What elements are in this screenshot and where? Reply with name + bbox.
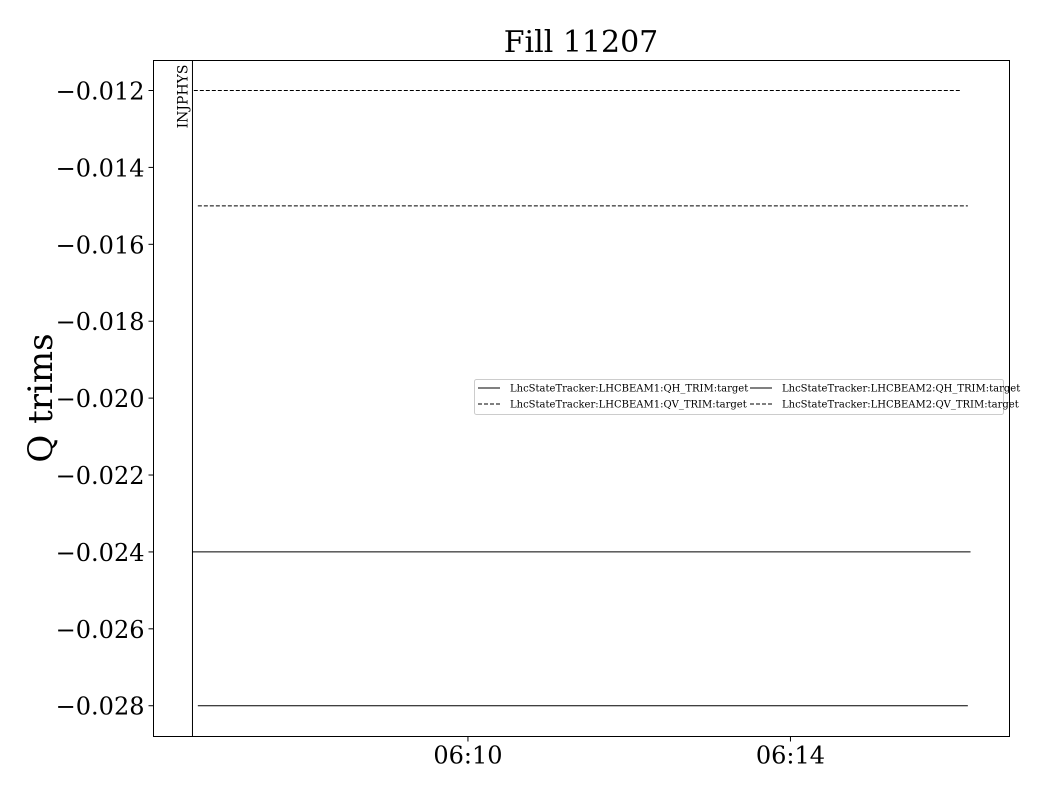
y-tick-label: −0.018 xyxy=(56,308,145,336)
y-axis-label: Q trims xyxy=(21,333,61,462)
x-tick-label: 06:14 xyxy=(756,742,825,770)
legend-label: LhcStateTracker:LHCBEAM2:QH_TRIM:target xyxy=(782,384,1020,395)
y-tick-label: −0.016 xyxy=(56,231,145,259)
y-tick-label: −0.026 xyxy=(56,616,145,644)
chart-title: Fill 11207 xyxy=(504,25,659,60)
state-marker-label: INJPHYS xyxy=(175,65,191,129)
y-tick-label: −0.028 xyxy=(56,693,145,721)
legend-label: LhcStateTracker:LHCBEAM2:QV_TRIM:target xyxy=(782,400,1019,411)
legend: LhcStateTracker:LHCBEAM1:QH_TRIM:target L… xyxy=(474,379,1020,415)
y-tick-label: −0.020 xyxy=(56,385,145,413)
legend-frame xyxy=(474,379,1004,415)
legend-label: LhcStateTracker:LHCBEAM1:QH_TRIM:target xyxy=(510,384,748,395)
y-tick-label: −0.022 xyxy=(56,462,145,490)
y-tick-label: −0.024 xyxy=(56,539,145,567)
x-tick-label: 06:10 xyxy=(433,742,502,770)
y-tick-label: −0.012 xyxy=(56,77,145,105)
plot-frame xyxy=(153,60,1010,737)
y-tick-label: −0.014 xyxy=(56,154,145,182)
legend-label: LhcStateTracker:LHCBEAM1:QV_TRIM:target xyxy=(510,400,747,411)
